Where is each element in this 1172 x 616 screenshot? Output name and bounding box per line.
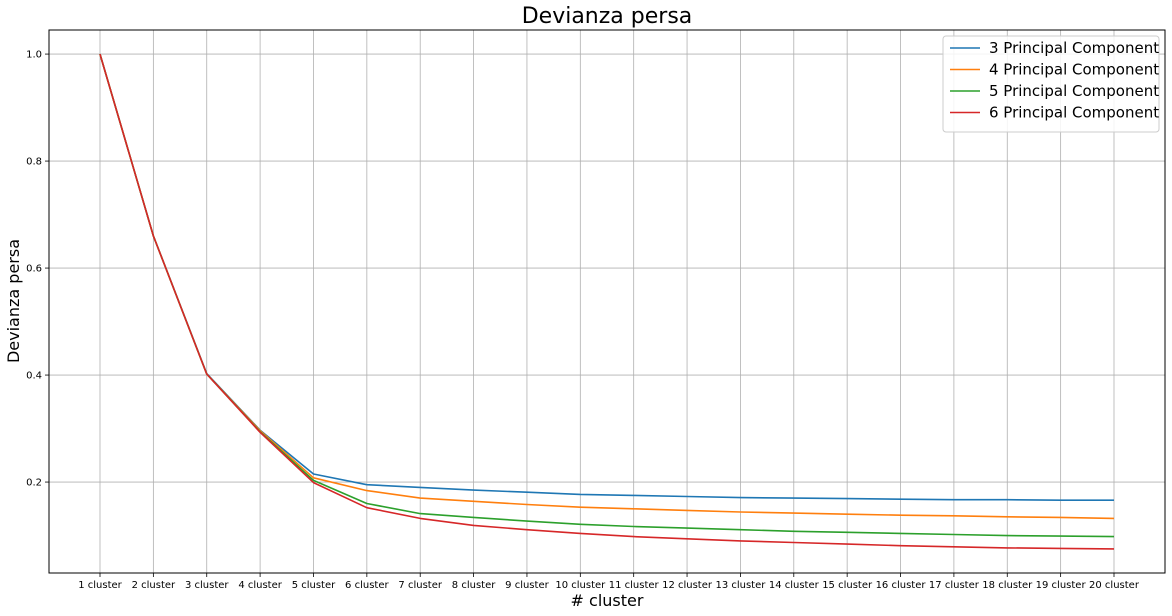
legend-entry: 3 Principal Component [989, 39, 1159, 57]
legend-entry: 5 Principal Component [989, 82, 1159, 100]
x-tick-label: 9 cluster [505, 580, 549, 591]
x-tick-label: 10 cluster [555, 580, 606, 591]
x-tick-label: 13 cluster [715, 580, 766, 591]
x-tick-label: 6 cluster [345, 580, 389, 591]
x-tick-label: 3 cluster [185, 580, 229, 591]
chart-title: Devianza persa [522, 4, 693, 29]
grid-lines [49, 30, 1165, 573]
y-axis-ticks: 0.2 0.4 0.6 0.8 1.0 [26, 50, 49, 489]
legend-frame [942, 35, 1160, 133]
plot-frame [48, 29, 1166, 574]
y-tick-label: 0.2 [26, 478, 42, 489]
x-tick-label: 11 cluster [609, 580, 660, 591]
x-tick-label: 5 cluster [292, 580, 336, 591]
x-tick-label: 20 cluster [1089, 580, 1140, 591]
x-tick-label: 16 cluster [876, 580, 927, 591]
legend: 3 Principal Component 4 Principal Compone… [942, 35, 1160, 133]
legend-entry: 4 Principal Component [989, 61, 1159, 79]
x-tick-label: 2 cluster [132, 580, 176, 591]
x-tick-label: 14 cluster [769, 580, 820, 591]
x-axis-label: # cluster [571, 591, 644, 610]
x-tick-label: 7 cluster [398, 580, 442, 591]
x-tick-label: 19 cluster [1036, 580, 1087, 591]
series-line-2 [99, 53, 1115, 520]
y-tick-label: 0.4 [26, 371, 42, 382]
y-tick-label: 0.6 [26, 264, 42, 275]
y-tick-label: 1.0 [26, 50, 42, 61]
x-tick-label: 8 cluster [452, 580, 496, 591]
x-tick-label: 12 cluster [662, 580, 713, 591]
series-line-4 [99, 53, 1115, 550]
x-axis-ticks: 1 cluster 2 cluster 3 cluster 4 cluster 5 cl… [78, 573, 1140, 591]
legend-entry: 6 Principal Component [989, 104, 1159, 122]
x-tick-label: 4 cluster [238, 580, 282, 591]
x-tick-label: 1 cluster [78, 580, 122, 591]
series-layer [99, 53, 1115, 550]
x-tick-label: 18 cluster [982, 580, 1033, 591]
y-axis-label: Devianza persa [4, 239, 23, 363]
y-tick-label: 0.8 [26, 157, 42, 168]
x-tick-label: 17 cluster [929, 580, 980, 591]
x-tick-label: 15 cluster [822, 580, 873, 591]
